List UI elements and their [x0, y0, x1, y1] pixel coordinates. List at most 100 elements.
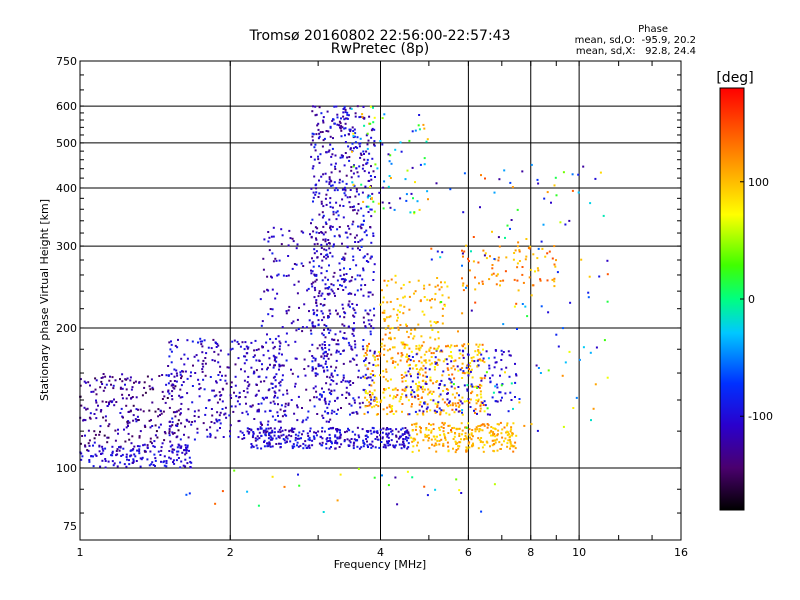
scatter-point — [461, 354, 464, 357]
scatter-point — [422, 341, 425, 344]
scatter-point — [403, 345, 406, 348]
scatter-point — [395, 435, 398, 438]
scatter-point — [132, 404, 135, 407]
scatter-point — [493, 356, 496, 359]
scatter-point — [473, 360, 476, 363]
scatter-point — [446, 398, 449, 401]
scatter-point — [267, 289, 270, 292]
scatter-point — [458, 489, 461, 492]
scatter-point — [359, 156, 362, 159]
scatter-point — [134, 380, 137, 383]
scatter-point — [202, 359, 205, 362]
scatter-point — [285, 441, 288, 443]
scatter-point — [442, 370, 445, 373]
scatter-point — [215, 418, 218, 421]
scatter-point — [266, 366, 269, 369]
scatter-point — [326, 189, 329, 192]
scatter-point — [272, 354, 275, 357]
y-axis-label: Stationary phase Virtual Height [km] — [38, 199, 51, 401]
scatter-point — [314, 226, 317, 229]
scatter-point — [322, 225, 325, 228]
scatter-point — [502, 279, 505, 282]
scatter-point — [348, 159, 351, 162]
scatter-point — [138, 450, 141, 453]
scatter-point — [125, 453, 128, 456]
scatter-point — [393, 395, 396, 398]
scatter-point — [379, 374, 381, 377]
scatter-point — [386, 413, 389, 416]
scatter-point — [493, 366, 496, 369]
scatter-point — [269, 363, 271, 366]
scatter-point — [332, 426, 335, 429]
scatter-point — [362, 339, 365, 341]
scatter-point — [350, 169, 353, 172]
scatter-point — [356, 136, 359, 139]
scatter-point — [514, 381, 517, 384]
scatter-point — [353, 128, 356, 131]
scatter-point — [323, 351, 326, 354]
scatter-point — [366, 132, 369, 135]
scatter-point — [276, 396, 279, 399]
scatter-point — [326, 406, 329, 409]
scatter-point — [461, 362, 464, 365]
scatter-point — [368, 384, 371, 387]
scatter-point — [318, 213, 321, 216]
scatter-point — [492, 443, 495, 446]
scatter-point — [320, 272, 323, 275]
scatter-point — [391, 362, 394, 364]
scatter-point — [329, 179, 332, 182]
scatter-point — [406, 360, 408, 363]
scatter-point — [447, 450, 450, 453]
scatter-point — [266, 275, 269, 278]
scatter-point — [501, 436, 504, 439]
scatter-point — [340, 129, 343, 132]
scatter-point — [119, 386, 122, 389]
scatter-point — [282, 393, 285, 396]
scatter-point — [480, 359, 482, 362]
scatter-point — [338, 178, 341, 181]
scatter-point — [315, 187, 318, 190]
scatter-point — [359, 225, 362, 228]
scatter-point — [436, 364, 439, 366]
scatter-point — [353, 309, 356, 312]
scatter-point — [311, 343, 314, 346]
scatter-point — [444, 436, 446, 439]
scatter-point — [277, 420, 280, 423]
scatter-point — [84, 434, 86, 437]
scatter-point — [399, 304, 402, 307]
scatter-point — [405, 193, 408, 196]
scatter-point — [348, 156, 351, 158]
scatter-point — [340, 135, 343, 138]
scatter-point — [113, 462, 116, 465]
scatter-point — [176, 450, 179, 453]
scatter-point — [425, 427, 428, 429]
scatter-point — [357, 203, 360, 205]
scatter-point — [335, 201, 338, 204]
scatter-point — [119, 445, 122, 448]
scatter-point — [370, 384, 373, 387]
scatter-point — [273, 402, 276, 405]
scatter-point — [442, 360, 445, 363]
scatter-point — [347, 392, 350, 395]
scatter-point — [363, 124, 366, 127]
scatter-point — [411, 389, 414, 392]
scatter-point — [537, 367, 540, 369]
scatter-point — [278, 363, 281, 366]
scatter-point — [410, 391, 413, 394]
scatter-point — [339, 274, 342, 277]
scatter-point — [357, 175, 360, 178]
scatter-point — [396, 319, 399, 322]
scatter-point — [381, 338, 384, 341]
scatter-point — [346, 438, 349, 441]
scatter-point — [357, 209, 360, 212]
scatter-point — [257, 428, 260, 431]
scatter-point — [557, 345, 560, 348]
scatter-point — [371, 127, 374, 130]
scatter-point — [328, 344, 331, 347]
scatter-point — [347, 427, 349, 430]
scatter-point — [461, 249, 463, 252]
scatter-point — [344, 194, 347, 197]
scatter-point — [442, 430, 445, 433]
scatter-point — [371, 445, 374, 448]
scatter-point — [183, 353, 186, 356]
